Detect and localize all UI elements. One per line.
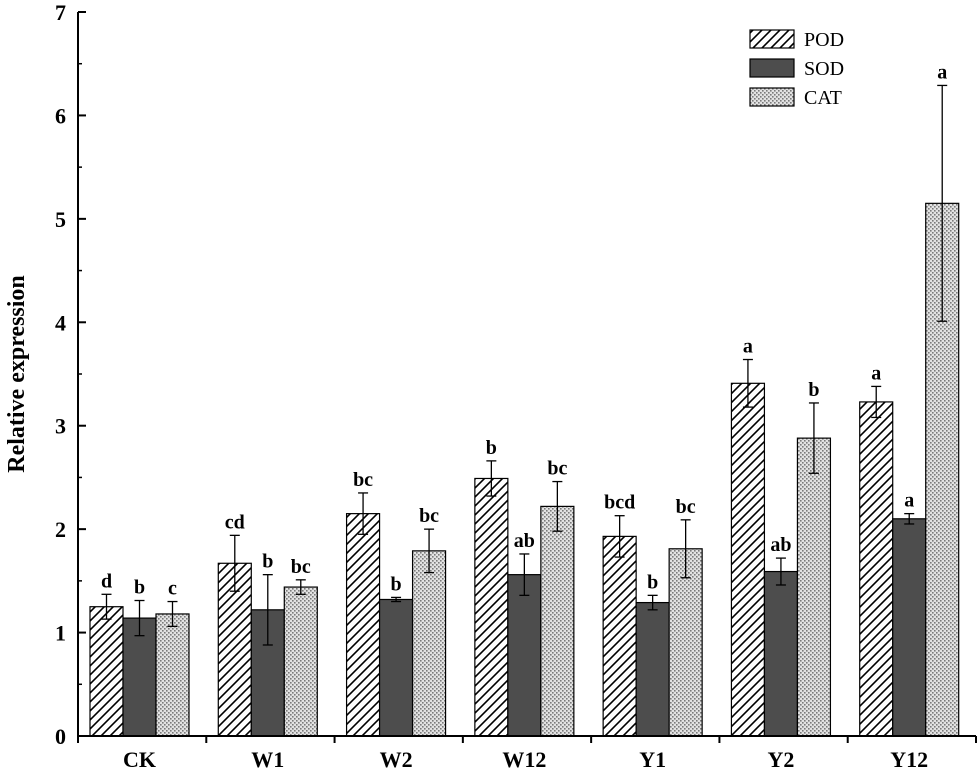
x-tick-label-w2: W2 [380,747,413,772]
bar-cat-w2 [411,550,447,737]
y-tick-label-4: 4 [55,310,66,335]
legend-swatch-sod [749,58,795,78]
bar-pod-y1 [602,535,637,737]
sig-label-pod-ck: d [101,570,112,592]
y-tick-label-7: 7 [55,0,66,25]
bar-sod-y12 [892,518,927,737]
x-tick-label-y12: Y12 [890,747,928,772]
bar-pod-w12 [474,477,509,737]
sig-label-cat-y12: a [937,61,947,83]
bar-sod-y2 [763,570,799,737]
y-tick-label-1: 1 [55,621,66,646]
bar-pod-y2 [730,382,766,737]
sig-label-pod-w1: cd [225,511,245,533]
legend-label-cat: CAT [804,87,842,109]
y-tick-label-0: 0 [55,724,66,749]
sig-label-sod-y1: b [647,571,658,593]
sig-label-cat-w12: bc [547,458,567,480]
sig-label-pod-w2: bc [353,469,373,491]
sig-label-cat-y1: bc [676,496,696,518]
legend-label-pod: POD [804,29,844,51]
sig-label-pod-y2: a [743,336,753,358]
bar-cat-w12 [540,505,575,737]
bar-cat-w1 [283,586,318,737]
y-tick-label-3: 3 [55,414,66,439]
sig-label-cat-ck: c [168,578,177,600]
y-tick-label-2: 2 [55,517,66,542]
sig-label-sod-w2: b [391,573,402,595]
sig-label-pod-w12: b [486,437,497,459]
sig-label-sod-y2: ab [770,534,791,556]
sig-label-pod-y1: bcd [604,492,635,514]
bar-pod-y12 [859,401,894,737]
y-tick-label-6: 6 [55,103,66,128]
sig-label-pod-y12: a [871,362,881,384]
legend-label-sod: SOD [804,58,844,80]
y-tick-label-5: 5 [55,207,66,232]
bar-cat-y1 [668,548,703,737]
x-tick-label-y1: Y1 [639,747,666,772]
sig-label-sod-y12: a [904,490,914,512]
sig-label-sod-w1: b [262,551,273,573]
y-axis-title: Relative expression [4,275,30,473]
bar-sod-ck [122,617,157,737]
sig-label-sod-ck: b [134,577,145,599]
sig-label-cat-w2: bc [419,505,439,527]
bar-sod-w2 [378,598,414,737]
x-tick-label-w1: W1 [251,747,284,772]
sig-label-sod-w12: ab [514,530,535,552]
bar-sod-w12 [507,574,542,737]
bar-sod-y1 [635,601,670,737]
legend-swatch-pod [749,29,795,49]
x-tick-label-w12: W12 [502,747,546,772]
bar-pod-w2 [345,513,381,737]
bar-cat-ck [155,613,190,737]
x-tick-label-ck: CK [123,747,156,772]
legend-swatch-cat [749,87,795,107]
bar-pod-ck [89,606,124,737]
sig-label-cat-w1: bc [291,556,311,578]
bar-cat-y2 [796,437,832,737]
x-tick-label-y2: Y2 [767,747,794,772]
sig-label-cat-y2: b [808,379,819,401]
